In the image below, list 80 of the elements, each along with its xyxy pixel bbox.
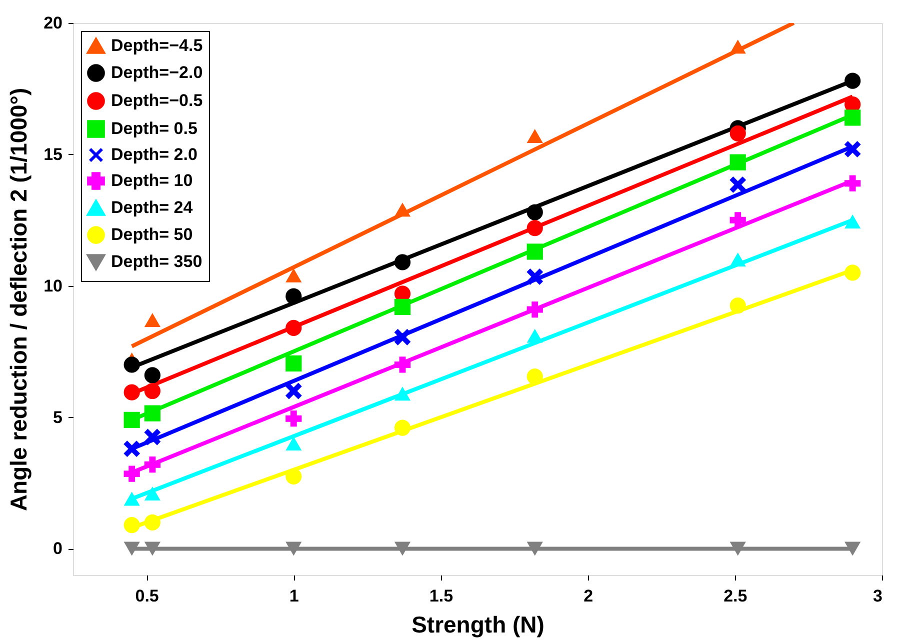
point (526, 244, 543, 260)
y-tick-label: 20 (44, 14, 62, 32)
legend-label: Depth=−2.0 (111, 63, 203, 82)
legend-label: Depth= 10 (111, 171, 193, 190)
point (730, 40, 746, 54)
point (730, 542, 746, 556)
point (286, 320, 302, 336)
point (844, 214, 861, 228)
point (394, 254, 411, 270)
x-tick-label: 1 (289, 586, 299, 606)
x-axis-title: Strength (N) (412, 612, 544, 638)
point (394, 386, 411, 401)
point (124, 542, 140, 556)
point (286, 268, 302, 282)
point (124, 517, 140, 534)
legend-label: Depth= 350 (111, 252, 202, 271)
point (526, 542, 543, 556)
point (844, 110, 861, 126)
legend-label: Depth= 50 (111, 225, 193, 244)
point (124, 412, 140, 428)
point (124, 466, 140, 482)
point (124, 356, 140, 373)
point (144, 382, 160, 400)
point (844, 72, 861, 89)
point (526, 129, 543, 144)
point (286, 468, 302, 484)
point (394, 420, 411, 436)
point (730, 298, 746, 314)
point (144, 405, 160, 422)
legend-label: Depth= 24 (111, 198, 194, 217)
point (144, 313, 160, 328)
point (526, 220, 543, 236)
point (526, 328, 543, 343)
point (124, 384, 140, 400)
point (144, 514, 160, 530)
point (143, 428, 162, 446)
point (526, 301, 543, 318)
legend-label: Depth= 2.0 (111, 145, 198, 164)
point (844, 175, 861, 192)
point (844, 264, 861, 281)
point (730, 212, 746, 228)
point (526, 268, 544, 286)
point (844, 140, 862, 158)
point (286, 288, 302, 304)
point (394, 202, 411, 217)
y-tick-label: 10 (44, 276, 62, 296)
y-tick-label: 15 (44, 144, 62, 164)
legend-label: Depth=−0.5 (111, 91, 203, 110)
point (284, 382, 303, 400)
point (394, 542, 411, 556)
point (730, 125, 746, 142)
point (730, 154, 746, 170)
x-tick-label: 2 (584, 586, 594, 606)
point (394, 298, 411, 315)
point (286, 436, 302, 451)
point (844, 542, 861, 556)
y-tick-label: 5 (53, 408, 62, 427)
legend-label: Depth= 0.5 (111, 119, 198, 138)
point (394, 328, 412, 346)
x-tick-label: 1.5 (429, 586, 454, 606)
y-axis-title: Angle reduction / deflection 2 (1/1000°) (6, 88, 32, 512)
point (144, 367, 160, 384)
point (526, 368, 543, 385)
point (144, 542, 160, 556)
x-tick-label: 3 (873, 586, 882, 606)
point (286, 410, 302, 427)
y-tick-label: 0 (53, 539, 62, 558)
point (286, 542, 302, 556)
point (122, 440, 141, 458)
point (526, 204, 543, 220)
x-tick-label: 2.5 (724, 586, 748, 606)
x-tick-label: 0.5 (135, 586, 159, 606)
point (730, 252, 746, 267)
point (394, 356, 411, 373)
point (124, 492, 140, 506)
legend-label: Depth=−4.5 (111, 36, 203, 55)
point (286, 355, 302, 372)
point (728, 176, 747, 194)
point (144, 486, 160, 500)
point (144, 456, 160, 473)
